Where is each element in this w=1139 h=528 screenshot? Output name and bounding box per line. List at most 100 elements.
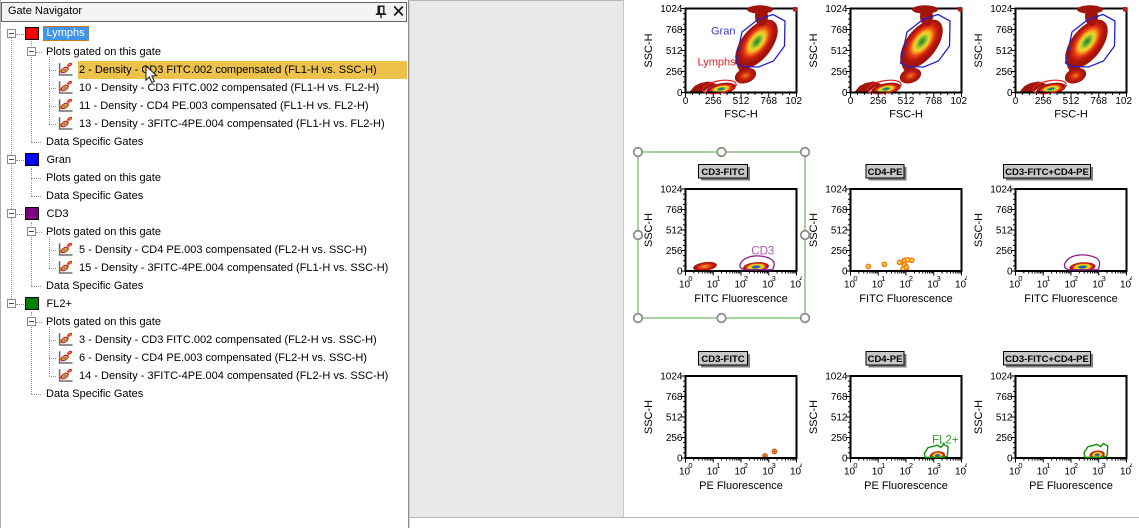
svg-text:512: 512 bbox=[831, 413, 848, 424]
svg-text:2: 2 bbox=[1074, 274, 1078, 283]
svg-text:10: 10 bbox=[872, 280, 884, 291]
svg-text:PE Fluorescence: PE Fluorescence bbox=[864, 480, 948, 492]
svg-text:768: 768 bbox=[831, 392, 848, 403]
svg-text:CD4-PE: CD4-PE bbox=[868, 354, 903, 365]
svg-text:768: 768 bbox=[666, 205, 683, 216]
svg-text:2: 2 bbox=[909, 274, 913, 283]
svg-text:256: 256 bbox=[705, 96, 722, 107]
svg-text:4: 4 bbox=[1129, 274, 1133, 283]
svg-text:3: 3 bbox=[772, 461, 776, 470]
svg-text:256: 256 bbox=[831, 246, 848, 257]
svg-text:512: 512 bbox=[996, 46, 1013, 57]
svg-text:10: 10 bbox=[1009, 280, 1021, 291]
svg-text:SSC-H: SSC-H bbox=[808, 213, 820, 247]
svg-text:768: 768 bbox=[996, 205, 1013, 216]
svg-text:4: 4 bbox=[964, 274, 968, 283]
svg-text:4: 4 bbox=[799, 461, 803, 470]
svg-text:512: 512 bbox=[666, 413, 683, 424]
svg-text:0: 0 bbox=[1007, 88, 1013, 99]
svg-text:10: 10 bbox=[1092, 280, 1104, 291]
svg-text:0: 0 bbox=[1013, 96, 1019, 107]
svg-text:1024: 1024 bbox=[990, 372, 1013, 383]
svg-text:SSC-H: SSC-H bbox=[808, 33, 820, 67]
svg-text:1: 1 bbox=[881, 461, 885, 470]
svg-text:0: 0 bbox=[688, 274, 692, 283]
svg-text:768: 768 bbox=[666, 25, 683, 36]
svg-text:512: 512 bbox=[996, 413, 1013, 424]
svg-text:SSC-H: SSC-H bbox=[643, 33, 655, 67]
svg-text:1024: 1024 bbox=[990, 185, 1013, 196]
svg-text:1024: 1024 bbox=[660, 372, 683, 383]
svg-text:512: 512 bbox=[1063, 96, 1080, 107]
svg-text:1024: 1024 bbox=[1115, 96, 1138, 107]
svg-text:FSC-H: FSC-H bbox=[889, 109, 923, 121]
svg-text:SSC-H: SSC-H bbox=[973, 400, 985, 434]
svg-text:10: 10 bbox=[1120, 467, 1132, 478]
svg-text:0: 0 bbox=[842, 454, 848, 465]
svg-text:4: 4 bbox=[1129, 461, 1133, 470]
svg-text:10: 10 bbox=[1009, 467, 1021, 478]
svg-text:1024: 1024 bbox=[785, 96, 808, 107]
svg-text:768: 768 bbox=[996, 392, 1013, 403]
svg-text:CD3-FITC: CD3-FITC bbox=[701, 354, 744, 365]
svg-text:768: 768 bbox=[1090, 96, 1107, 107]
svg-text:10: 10 bbox=[899, 280, 911, 291]
svg-text:10: 10 bbox=[734, 467, 746, 478]
svg-text:512: 512 bbox=[898, 96, 915, 107]
svg-text:Lymphs: Lymphs bbox=[698, 57, 737, 69]
svg-text:PE Fluorescence: PE Fluorescence bbox=[1029, 480, 1113, 492]
svg-text:2: 2 bbox=[744, 274, 748, 283]
svg-text:10: 10 bbox=[679, 280, 691, 291]
svg-text:3: 3 bbox=[937, 274, 941, 283]
svg-text:10: 10 bbox=[762, 280, 774, 291]
svg-text:0: 0 bbox=[842, 267, 848, 278]
svg-text:PE Fluorescence: PE Fluorescence bbox=[699, 480, 783, 492]
svg-text:1024: 1024 bbox=[825, 185, 848, 196]
svg-text:512: 512 bbox=[733, 96, 750, 107]
svg-text:256: 256 bbox=[1035, 96, 1052, 107]
svg-text:FITC Fluorescence: FITC Fluorescence bbox=[694, 293, 788, 305]
svg-text:10: 10 bbox=[1064, 280, 1076, 291]
svg-text:Gran: Gran bbox=[711, 26, 735, 38]
svg-text:FITC Fluorescence: FITC Fluorescence bbox=[1024, 293, 1118, 305]
svg-text:0: 0 bbox=[848, 96, 854, 107]
svg-text:3: 3 bbox=[1102, 274, 1106, 283]
svg-text:512: 512 bbox=[996, 226, 1013, 237]
svg-text:768: 768 bbox=[996, 25, 1013, 36]
svg-text:10: 10 bbox=[1064, 467, 1076, 478]
svg-text:FITC Fluorescence: FITC Fluorescence bbox=[859, 293, 953, 305]
svg-text:256: 256 bbox=[666, 246, 683, 257]
svg-text:1: 1 bbox=[881, 274, 885, 283]
svg-text:10: 10 bbox=[1092, 467, 1104, 478]
svg-text:256: 256 bbox=[831, 433, 848, 444]
svg-text:CD4-PE: CD4-PE bbox=[868, 167, 903, 178]
svg-text:3: 3 bbox=[937, 461, 941, 470]
svg-text:2: 2 bbox=[1074, 461, 1078, 470]
svg-text:0: 0 bbox=[1018, 274, 1022, 283]
svg-text:10: 10 bbox=[955, 280, 967, 291]
svg-text:512: 512 bbox=[831, 226, 848, 237]
svg-text:10: 10 bbox=[734, 280, 746, 291]
svg-text:1024: 1024 bbox=[950, 96, 973, 107]
svg-text:10: 10 bbox=[927, 280, 939, 291]
svg-text:768: 768 bbox=[831, 25, 848, 36]
svg-text:SSC-H: SSC-H bbox=[808, 400, 820, 434]
svg-text:FSC-H: FSC-H bbox=[1054, 109, 1088, 121]
svg-text:1024: 1024 bbox=[660, 185, 683, 196]
svg-text:10: 10 bbox=[844, 467, 856, 478]
svg-text:10: 10 bbox=[1037, 467, 1049, 478]
svg-text:256: 256 bbox=[996, 246, 1013, 257]
svg-text:10: 10 bbox=[707, 280, 719, 291]
svg-text:SSC-H: SSC-H bbox=[973, 213, 985, 247]
svg-text:SSC-H: SSC-H bbox=[643, 400, 655, 434]
svg-text:10: 10 bbox=[955, 467, 967, 478]
svg-text:10: 10 bbox=[1037, 280, 1049, 291]
svg-text:768: 768 bbox=[760, 96, 777, 107]
svg-text:10: 10 bbox=[679, 467, 691, 478]
svg-text:CD3-FITC: CD3-FITC bbox=[701, 167, 744, 178]
svg-text:CD3: CD3 bbox=[751, 246, 774, 258]
svg-text:1: 1 bbox=[1046, 274, 1050, 283]
svg-text:256: 256 bbox=[996, 67, 1013, 78]
svg-text:10: 10 bbox=[872, 467, 884, 478]
svg-text:0: 0 bbox=[853, 274, 857, 283]
